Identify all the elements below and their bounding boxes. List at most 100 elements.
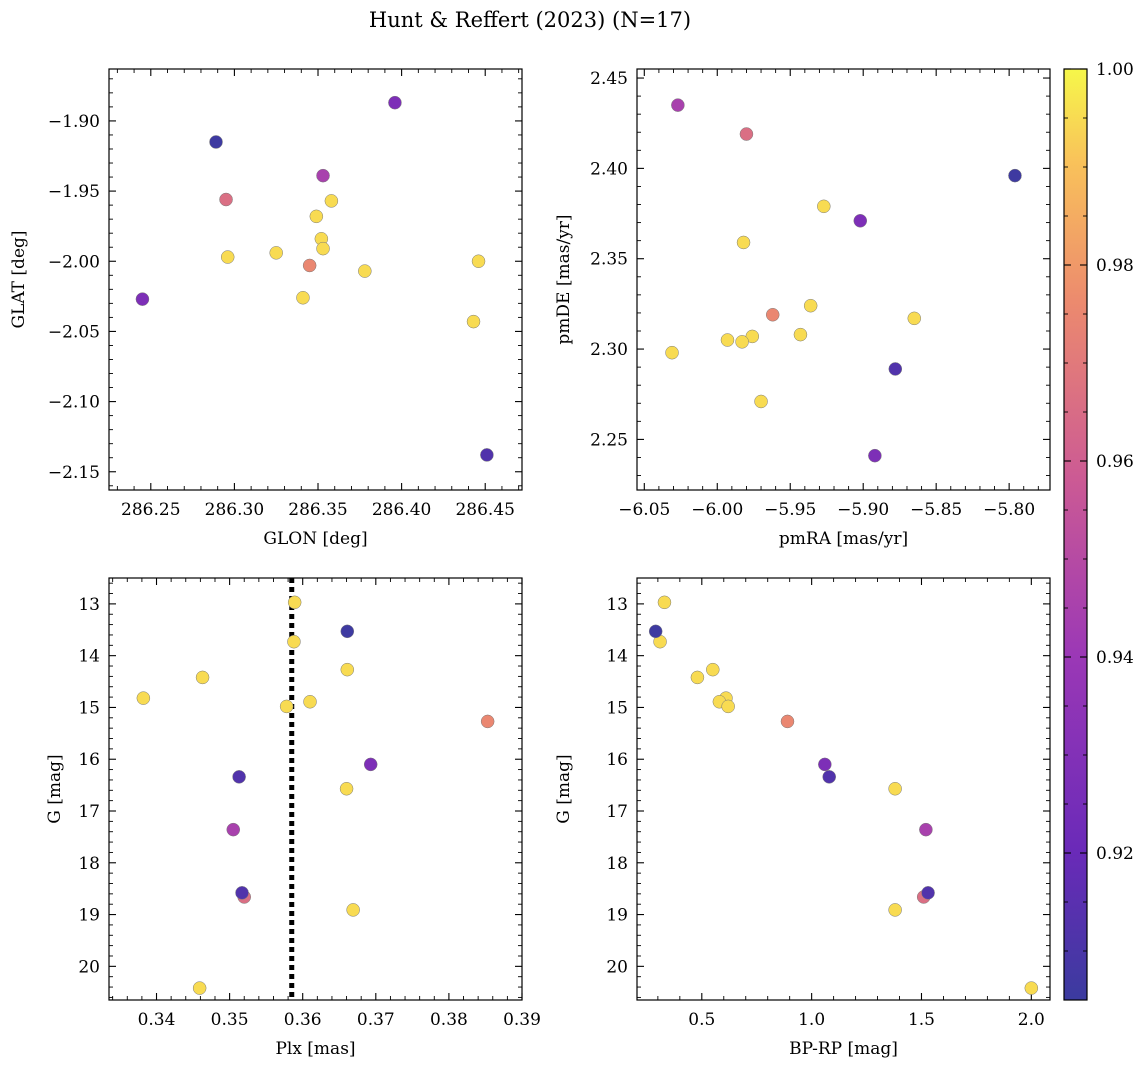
y-tick-label: 13 xyxy=(78,595,100,615)
x-tick-label: 1.5 xyxy=(908,1010,935,1030)
data-point xyxy=(232,770,246,784)
x-tick-label: 286.45 xyxy=(455,500,514,520)
y-tick-label: −2.05 xyxy=(48,322,100,342)
colorbar-tick-label: 0.94 xyxy=(1096,648,1134,668)
data-point xyxy=(919,822,933,837)
x-tick-label: −6.05 xyxy=(618,500,670,520)
data-point xyxy=(269,246,283,260)
data-point xyxy=(818,757,832,772)
y-tick-label: 2.30 xyxy=(590,340,628,360)
plot-frame xyxy=(108,68,523,491)
colorbar-tick-label: 0.98 xyxy=(1096,256,1134,276)
x-tick-label: 286.30 xyxy=(205,500,264,520)
data-point xyxy=(340,662,355,677)
x-tick-label: 0.5 xyxy=(688,1010,715,1030)
y-tick-label: 2.45 xyxy=(590,69,628,89)
data-point xyxy=(822,770,836,784)
data-point xyxy=(765,307,780,322)
y-tick-label: −2.15 xyxy=(48,463,100,483)
y-tick-label: 16 xyxy=(78,750,100,770)
y-tick-label: 15 xyxy=(78,698,100,718)
plot-frame xyxy=(636,68,1051,491)
data-point xyxy=(690,670,705,685)
y-axis-label: G [mag] xyxy=(554,754,574,823)
data-point xyxy=(793,327,808,342)
data-point xyxy=(736,235,751,250)
x-axis-label: BP-RP [mag] xyxy=(789,1039,898,1059)
plot-frame xyxy=(636,577,1051,1001)
data-point xyxy=(480,714,495,729)
data-point xyxy=(309,209,324,224)
x-tick-label: 0.38 xyxy=(430,1010,468,1030)
y-tick-label: 2.35 xyxy=(590,250,628,270)
data-point xyxy=(220,250,235,264)
data-point xyxy=(853,214,868,228)
x-tick-label: 0.37 xyxy=(357,1010,395,1030)
data-point xyxy=(888,362,903,376)
y-tick-label: 18 xyxy=(78,854,100,874)
y-tick-label: −1.90 xyxy=(48,112,100,132)
x-tick-label: 286.25 xyxy=(121,500,180,520)
data-point xyxy=(346,903,360,917)
data-point xyxy=(226,822,241,837)
data-point xyxy=(648,624,663,639)
x-tick-label: 1.0 xyxy=(798,1010,825,1030)
data-point xyxy=(721,699,735,714)
data-point xyxy=(780,714,795,729)
data-point xyxy=(192,981,207,995)
y-tick-label: 2.25 xyxy=(590,430,628,450)
x-tick-label: 0.34 xyxy=(138,1010,176,1030)
x-axis-label: Plx [mas] xyxy=(275,1039,355,1059)
data-point xyxy=(316,168,330,183)
data-point xyxy=(279,699,294,714)
data-point xyxy=(817,199,831,214)
data-point xyxy=(219,192,233,207)
data-point xyxy=(287,634,301,649)
data-point xyxy=(303,695,317,709)
data-point xyxy=(135,292,150,306)
y-axis-label: pmDE [mas/yr] xyxy=(554,214,574,344)
data-point xyxy=(136,691,151,705)
y-tick-label: 16 xyxy=(606,750,628,770)
y-tick-label: 17 xyxy=(606,802,628,822)
data-point xyxy=(235,886,249,900)
data-point xyxy=(739,127,754,141)
data-point xyxy=(1008,168,1022,183)
data-point xyxy=(921,886,935,900)
data-point xyxy=(287,595,302,610)
colorbar-gradient xyxy=(1063,68,1088,1001)
data-point xyxy=(480,448,494,462)
data-point xyxy=(209,135,223,149)
figure-title: Hunt & Reffert (2023) (N=17) xyxy=(369,8,691,32)
x-axis-label: pmRA [mas/yr] xyxy=(779,529,908,549)
panel-top-left: 286.25 286.30 286.35 286.40 286.45 −1.90 −1.95… xyxy=(9,68,523,549)
data-point xyxy=(316,241,330,256)
colorbar-tick-label: 1.00 xyxy=(1096,60,1134,80)
colorbar: 0.92 0.94 0.96 0.98 1.00 xyxy=(1063,60,1134,1001)
data-point xyxy=(907,311,922,326)
data-point xyxy=(1024,981,1039,995)
data-point xyxy=(803,298,818,313)
data-point xyxy=(339,781,354,796)
data-point xyxy=(868,448,882,463)
y-tick-label: 15 xyxy=(606,698,628,718)
y-tick-label: −2.00 xyxy=(48,252,100,272)
panel-bottom-right: 0.5 1.0 1.5 2.0 13 14 15 16 17 18 19 20 BP-RP [mag] G… xyxy=(554,577,1051,1059)
y-tick-label: −2.10 xyxy=(48,393,100,413)
data-point xyxy=(195,670,210,685)
colorbar-tick-label: 0.96 xyxy=(1096,452,1134,472)
y-axis-label: G [mag] xyxy=(45,754,65,823)
x-tick-label: 286.40 xyxy=(372,500,431,520)
data-point xyxy=(720,333,735,347)
data-point xyxy=(296,290,310,305)
data-point xyxy=(388,95,402,110)
x-tick-label: 286.35 xyxy=(288,500,347,520)
data-point xyxy=(324,194,339,208)
x-tick-label: 2.0 xyxy=(1018,1010,1045,1030)
y-tick-label: 13 xyxy=(606,595,628,615)
y-axis-label: GLAT [deg] xyxy=(9,230,29,328)
y-tick-label: 20 xyxy=(78,957,100,977)
data-point xyxy=(302,258,317,273)
x-tick-label: −5.95 xyxy=(764,500,816,520)
y-tick-label: 17 xyxy=(78,802,100,822)
